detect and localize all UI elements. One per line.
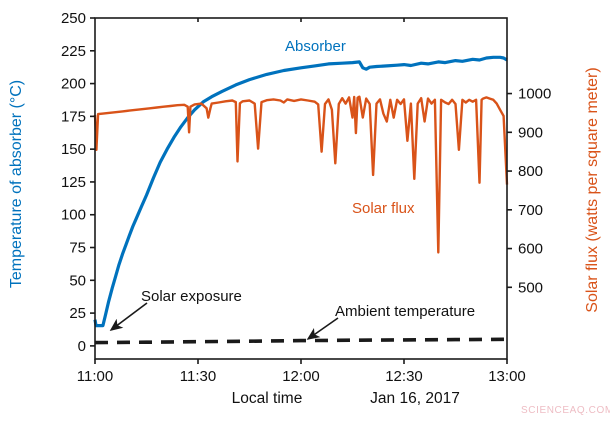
- x-tick-label: 13:00: [488, 368, 526, 385]
- series-solar-flux: [93, 95, 509, 254]
- x-tick-label: 12:30: [385, 368, 423, 385]
- left-tick-label: 150: [61, 141, 86, 158]
- left-tick-label: 200: [61, 76, 86, 93]
- date-label: Jan 16, 2017: [370, 390, 460, 407]
- series-ambient-temperature: [94, 337, 508, 345]
- right-tick-label: 700: [518, 202, 543, 219]
- annotation-absorber: Absorber: [285, 38, 346, 55]
- left-tick-label: 225: [61, 43, 86, 60]
- x-tick-label: 11:30: [180, 368, 216, 385]
- watermark: SCIENCEAQ.COM: [521, 405, 610, 416]
- left-tick-label: 0: [78, 338, 86, 355]
- right-tick-label: 500: [518, 279, 543, 296]
- annotation-solar-flux: Solar flux: [352, 200, 415, 217]
- x-axis-title: Local time: [231, 390, 303, 407]
- annotation-arrow: [109, 302, 148, 331]
- left-axis-title: Temperature of absorber (°C): [8, 79, 25, 289]
- annotation-arrow: [306, 317, 339, 340]
- left-tick-label: 50: [69, 272, 86, 289]
- left-tick-label: 75: [69, 240, 86, 257]
- left-tick-label: 125: [61, 174, 86, 191]
- right-tick-label: 800: [518, 163, 543, 180]
- right-tick-label: 600: [518, 241, 543, 258]
- right-axis-title: Solar flux (watts per square meter): [584, 67, 601, 313]
- annotation-solar-exposure: Solar exposure: [141, 288, 242, 305]
- x-tick-label: 12:00: [282, 368, 320, 385]
- right-tick-label: 900: [518, 124, 543, 141]
- annotation-ambient-temperature: Ambient temperature: [335, 303, 476, 320]
- x-tick-label: 11:00: [77, 368, 113, 385]
- left-tick-label: 175: [61, 108, 86, 125]
- series-absorber: [93, 55, 508, 328]
- left-tick-label: 25: [69, 305, 86, 322]
- left-tick-label: 100: [61, 207, 86, 224]
- right-tick-label: 1000: [518, 86, 551, 103]
- left-tick-label: 250: [61, 10, 86, 27]
